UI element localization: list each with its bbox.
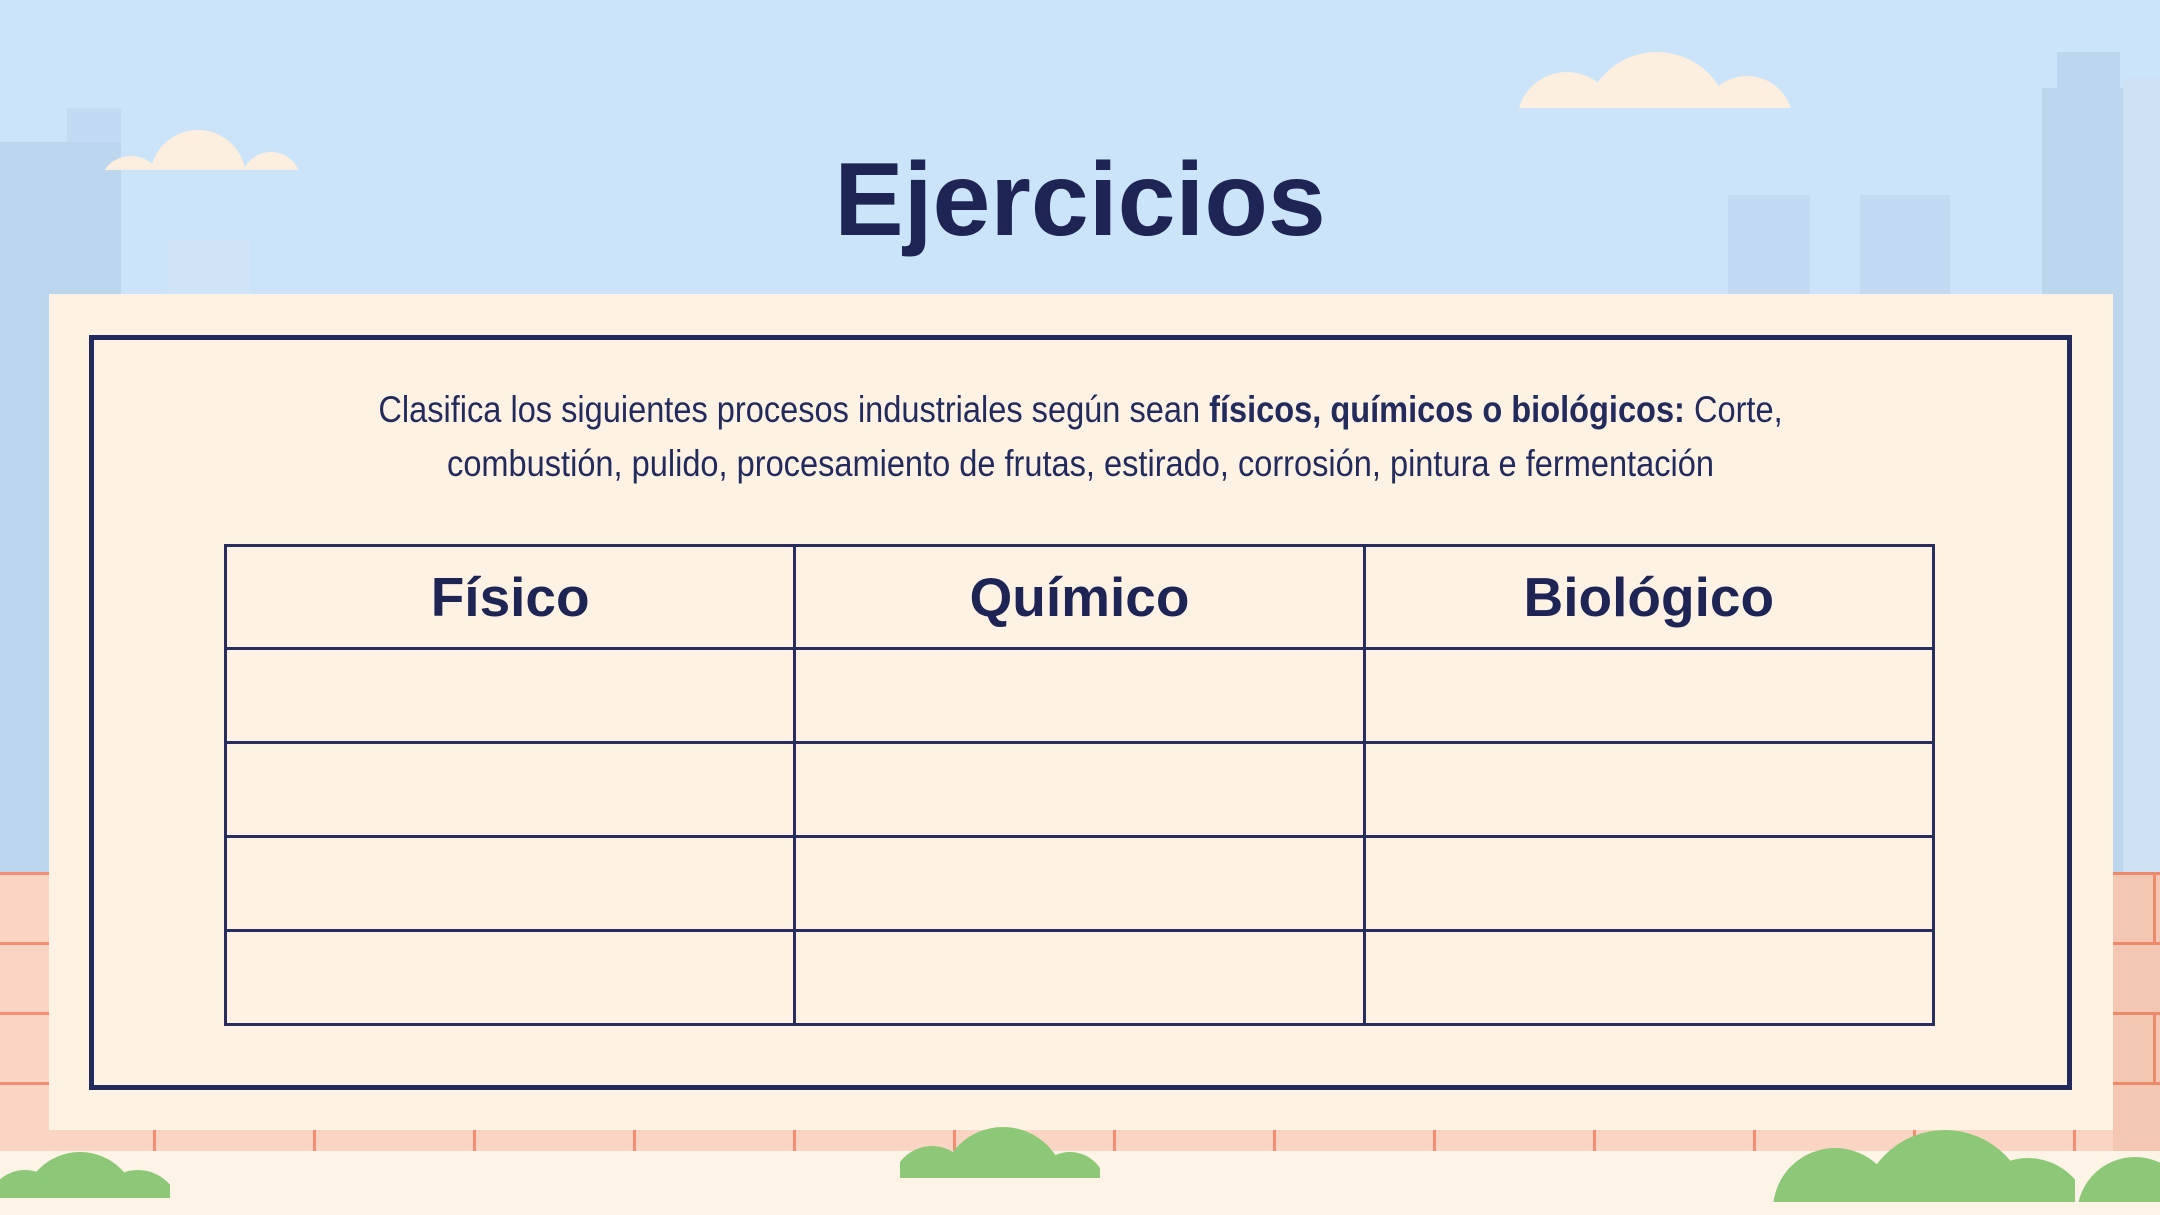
instruction-line1-tail: Corte, [1693, 389, 1783, 430]
table-header-row: Físico Químico Biológico [223, 544, 1936, 650]
column-header-quimico: Químico [793, 544, 1366, 650]
table-cell-empty [793, 647, 1366, 744]
card-border [89, 335, 2072, 1090]
table-cell-empty [793, 835, 1366, 932]
building-silhouette [2123, 78, 2160, 875]
cloud-icon [93, 128, 305, 170]
table-cell-empty [223, 647, 797, 744]
table-row [223, 741, 1936, 838]
bush [0, 1148, 170, 1198]
column-header-biologico: Biológico [1362, 544, 1936, 650]
instruction-line1-regular: Clasifica los siguientes procesos indust… [378, 389, 1201, 430]
table-cell-empty [793, 741, 1366, 838]
table-row [223, 647, 1936, 744]
table-cell-empty [1362, 741, 1936, 838]
instruction-line1-bold: físicos, químicos o biológicos: [1209, 389, 1685, 430]
bush [900, 1120, 1100, 1178]
cloud-icon [1517, 50, 1797, 108]
table-cell-empty [1362, 647, 1936, 744]
table-cell-empty [223, 929, 797, 1026]
instruction-line2: combustión, pulido, procesamiento de fru… [447, 443, 1714, 484]
instruction-text: Clasifica los siguientes procesos indust… [208, 383, 1953, 491]
table-cell-empty [223, 741, 797, 838]
table-cell-empty [793, 929, 1366, 1026]
table-row [223, 929, 1936, 1026]
bush [1750, 1130, 2075, 1202]
table-cell-empty [223, 835, 797, 932]
table-row [223, 835, 1936, 932]
bush [2075, 1155, 2160, 1202]
table-cell-empty [1362, 929, 1936, 1026]
table-cell-empty [1362, 835, 1936, 932]
column-header-fisico: Físico [223, 544, 797, 650]
classification-table: Físico Químico Biológico [223, 544, 1936, 1026]
page-title: Ejercicios [834, 142, 1326, 258]
wall-shadow [2113, 872, 2160, 1151]
